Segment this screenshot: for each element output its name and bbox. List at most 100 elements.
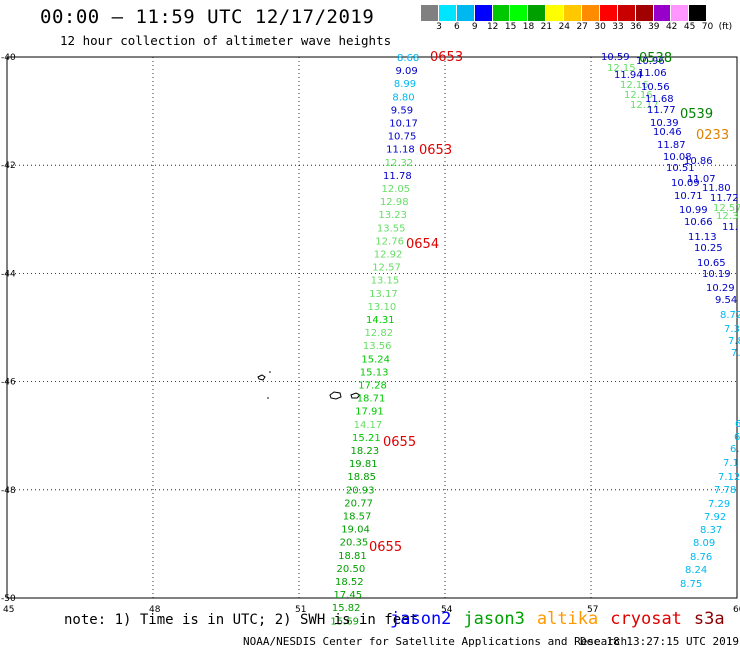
pass-time-label: 0655	[383, 435, 416, 450]
colorbar-label: 39	[648, 22, 660, 32]
island-outline	[257, 374, 266, 381]
wave-height-label: 20.35	[340, 538, 369, 549]
wave-height-label: 10.08	[663, 152, 692, 163]
page-title: 00:00 – 11:59 UTC 12/17/2019	[40, 6, 375, 28]
wave-height-label: 13.10	[368, 302, 397, 313]
colorbar-swatch	[617, 5, 636, 21]
wave-height-label: 20.77	[344, 498, 373, 509]
colorbar-label: 24	[558, 22, 571, 32]
lat-tick-label: -50	[1, 594, 16, 604]
colorbar-swatch	[582, 5, 600, 21]
colorbar-swatch	[689, 5, 708, 21]
colorbar-swatch	[671, 5, 690, 21]
lat-tick-label: -48	[1, 486, 16, 496]
colorbar-swatch	[438, 5, 457, 21]
island-outline	[267, 397, 269, 399]
wave-height-label: 11.	[722, 222, 738, 233]
colorbar-label: 21	[540, 22, 553, 32]
wave-height-label: 17.45	[333, 590, 362, 601]
lat-tick-label: -40	[1, 53, 16, 63]
wave-height-label: 12.76	[375, 236, 404, 247]
wave-height-label: 12.3	[716, 211, 738, 222]
pass-time-label: 0653	[419, 143, 452, 158]
wave-height-label: 12.32	[385, 158, 414, 169]
legend-cryosat: cryosat	[610, 609, 682, 629]
lon-tick-label: 60	[733, 605, 740, 615]
wave-height-label: 15.24	[361, 354, 390, 365]
wave-height-label: 6.8	[734, 432, 740, 443]
colorbar-label: 12	[486, 22, 499, 32]
wave-height-label: 13.56	[363, 341, 392, 352]
wave-height-label: 12.16	[620, 80, 649, 91]
wave-height-label: 8.09	[693, 538, 715, 549]
wave-height-label: 9.54	[715, 295, 737, 306]
colorbar-swatch	[546, 5, 565, 21]
wave-height-label: 15.21	[352, 433, 381, 444]
wave-height-label: 18.57	[343, 512, 372, 523]
pass-time-label: 0654	[406, 237, 439, 252]
wave-height-label: 18.81	[338, 551, 367, 562]
wave-height-label: 6.9	[735, 419, 740, 430]
colorbar-swatch	[474, 5, 493, 21]
wave-height-label: 10.29	[706, 283, 735, 294]
wave-height-label: 10.71	[674, 191, 703, 202]
wave-height-label: 9.59	[391, 105, 413, 116]
wave-height-label: 12.05	[382, 184, 411, 195]
wave-height-label: 11.77	[647, 105, 676, 116]
wave-height-label: 7.1	[731, 348, 740, 359]
wave-height-label: 11.80	[702, 183, 731, 194]
wave-height-label: 12.16	[624, 90, 653, 101]
wave-height-label: 8.24	[685, 565, 707, 576]
wave-height-label: 15.13	[360, 367, 389, 378]
wave-height-label: 13.17	[369, 289, 398, 300]
colorbar-label: 70	[701, 22, 714, 32]
pass-time-label: 0655	[369, 540, 402, 555]
colorbar-swatch	[599, 5, 618, 21]
colorbar-label: (ft)	[718, 22, 733, 32]
lon-tick-label: 57	[587, 605, 598, 615]
wave-height-label: 6.0	[730, 444, 740, 455]
wave-height-label: 7.29	[708, 499, 730, 510]
wave-height-label: 8.80	[392, 92, 414, 103]
lon-tick-label: 45	[3, 605, 14, 615]
wave-height-label: 17.28	[358, 381, 387, 392]
wave-height-label: 10.99	[679, 205, 708, 216]
wave-height-label: 12.98	[380, 197, 409, 208]
island-outline	[329, 391, 342, 400]
colorbar-label: 36	[630, 22, 642, 32]
legend-jason2: jason2	[390, 609, 452, 629]
colorbar-label: 9	[471, 22, 478, 32]
wave-height-label: 8.72	[720, 310, 740, 321]
wave-height-label: 14.31	[366, 315, 395, 326]
wave-height-label: 12.57	[713, 203, 740, 214]
legend-jason3: jason3	[463, 609, 525, 629]
wave-height-label: 11.78	[383, 171, 412, 182]
map-frame	[6, 56, 738, 599]
wave-height-label: 7.3	[724, 324, 740, 335]
wave-height-label: 15.69	[330, 616, 359, 627]
wave-height-label: 11.06	[638, 68, 667, 79]
colorbar-label: 42	[665, 22, 678, 32]
footer-timestamp: Dec 18 13:27:15 UTC 2019	[580, 635, 739, 648]
colorbar-swatch	[456, 5, 475, 21]
wave-height-label: 8.37	[700, 525, 722, 536]
wave-height-label: 20.93	[346, 485, 375, 496]
wave-height-label: 19.04	[341, 525, 370, 536]
wave-height-label: 15.82	[332, 603, 361, 614]
colorbar-label: 33	[612, 22, 624, 32]
legend-altika: altika	[536, 609, 599, 629]
wave-height-label: 11.18	[386, 145, 415, 156]
island-outline	[269, 371, 271, 373]
wave-height-label: 10.25	[694, 243, 723, 254]
colorbar-swatch	[421, 5, 439, 21]
lat-tick-label: -46	[1, 378, 16, 388]
lon-tick-label: 51	[295, 605, 306, 615]
wave-height-label: 17.91	[355, 407, 384, 418]
wave-height-label: 12.82	[364, 328, 393, 339]
colorbar-label: 30	[594, 22, 606, 32]
wave-height-label: 12.92	[374, 250, 403, 261]
page-subtitle: 12 hour collection of altimeter wave hei…	[60, 33, 392, 48]
footer-credit: NOAA/NESDIS Center for Satellite Applica…	[243, 635, 628, 648]
colorbar-label: 15	[504, 22, 517, 32]
